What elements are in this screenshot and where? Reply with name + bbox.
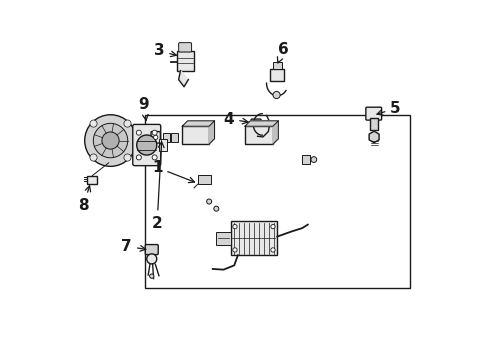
Text: 4: 4 bbox=[223, 112, 248, 126]
Circle shape bbox=[233, 248, 237, 252]
FancyBboxPatch shape bbox=[366, 107, 382, 120]
Circle shape bbox=[207, 199, 212, 204]
Circle shape bbox=[93, 123, 128, 158]
Bar bbox=[370, 118, 378, 130]
FancyBboxPatch shape bbox=[146, 244, 158, 255]
Polygon shape bbox=[182, 121, 215, 126]
Circle shape bbox=[85, 115, 136, 166]
Bar bbox=[302, 155, 310, 164]
Text: 9: 9 bbox=[139, 97, 149, 120]
Text: 5: 5 bbox=[377, 101, 401, 116]
Circle shape bbox=[152, 155, 157, 160]
Bar bbox=[273, 62, 282, 69]
Text: 8: 8 bbox=[78, 186, 91, 213]
Text: 2: 2 bbox=[152, 142, 164, 230]
Circle shape bbox=[271, 225, 275, 229]
Bar bbox=[87, 176, 97, 184]
Circle shape bbox=[147, 254, 157, 264]
Bar bbox=[198, 175, 211, 184]
Circle shape bbox=[153, 135, 158, 139]
Circle shape bbox=[90, 154, 97, 161]
Circle shape bbox=[311, 157, 317, 162]
FancyBboxPatch shape bbox=[252, 135, 260, 144]
Circle shape bbox=[124, 120, 131, 127]
Polygon shape bbox=[369, 131, 379, 143]
Circle shape bbox=[137, 135, 157, 155]
FancyBboxPatch shape bbox=[133, 125, 161, 166]
Bar bbox=[172, 133, 178, 141]
Polygon shape bbox=[179, 71, 188, 87]
Polygon shape bbox=[245, 121, 278, 126]
Text: 7: 7 bbox=[122, 239, 146, 254]
Circle shape bbox=[102, 132, 119, 149]
Bar bbox=[177, 51, 194, 71]
Circle shape bbox=[152, 130, 157, 135]
Circle shape bbox=[90, 120, 97, 127]
FancyBboxPatch shape bbox=[179, 42, 192, 52]
Bar bbox=[245, 126, 273, 144]
Bar bbox=[216, 232, 231, 245]
Bar bbox=[231, 221, 277, 255]
Circle shape bbox=[136, 155, 141, 160]
Bar bbox=[163, 133, 170, 141]
Circle shape bbox=[273, 91, 280, 99]
Bar bbox=[182, 126, 209, 144]
Circle shape bbox=[271, 248, 275, 252]
Text: 3: 3 bbox=[154, 44, 176, 58]
Circle shape bbox=[124, 154, 131, 161]
Circle shape bbox=[214, 206, 219, 211]
Text: 1: 1 bbox=[152, 160, 195, 183]
FancyBboxPatch shape bbox=[251, 119, 261, 129]
Text: 6: 6 bbox=[277, 42, 289, 63]
Bar bbox=[159, 139, 167, 152]
Bar bbox=[145, 116, 410, 288]
Circle shape bbox=[149, 274, 154, 278]
Bar bbox=[270, 69, 285, 81]
Circle shape bbox=[136, 130, 141, 135]
FancyBboxPatch shape bbox=[151, 132, 160, 143]
Polygon shape bbox=[273, 121, 278, 144]
Polygon shape bbox=[209, 121, 215, 144]
Circle shape bbox=[233, 225, 237, 229]
